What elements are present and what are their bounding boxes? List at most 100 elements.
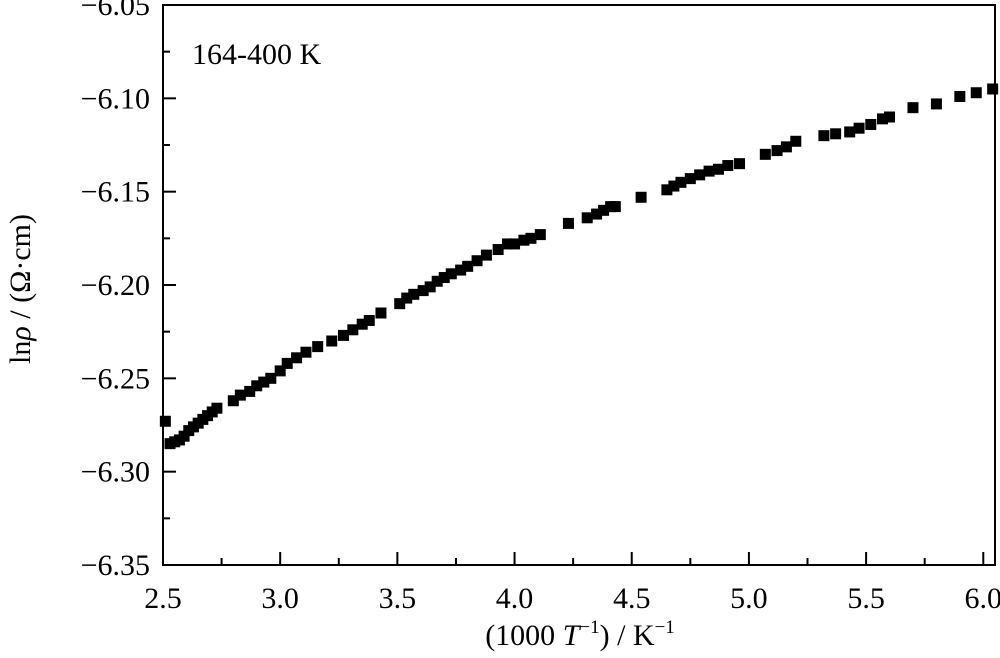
- data-point: [300, 346, 312, 358]
- data-point: [684, 173, 696, 185]
- x-tick-label: 3.5: [379, 582, 417, 615]
- data-point: [438, 272, 450, 284]
- data-point: [534, 229, 546, 241]
- x-axis-title-unit: ) / K: [600, 619, 655, 652]
- data-point: [712, 163, 724, 175]
- x-tick-label: 5.0: [730, 582, 768, 615]
- data-point: [865, 118, 877, 130]
- data-point: [394, 298, 406, 310]
- data-point: [211, 402, 223, 414]
- data-point: [771, 145, 783, 157]
- data-point: [598, 204, 610, 216]
- data-point: [401, 292, 413, 304]
- data-point: [853, 122, 865, 134]
- data-point: [525, 232, 537, 244]
- data-point: [159, 415, 171, 427]
- data-point: [480, 249, 492, 261]
- data-point: [987, 83, 999, 95]
- data-point: [227, 395, 239, 407]
- y-tick-label: −6.25: [81, 362, 150, 395]
- x-axis-title-variable-exponent: −1: [579, 617, 599, 638]
- data-point: [635, 191, 647, 203]
- data-point: [591, 208, 603, 220]
- data-point: [258, 376, 270, 388]
- data-point: [178, 430, 190, 442]
- data-point: [445, 268, 457, 280]
- x-tick-label: 3.0: [261, 582, 299, 615]
- data-point: [375, 307, 387, 319]
- x-axis-title-prefix: (1000: [485, 619, 563, 652]
- data-point: [291, 352, 303, 364]
- data-point: [424, 281, 436, 293]
- data-point: [668, 180, 680, 192]
- range-annotation: 164-400 K: [192, 38, 321, 71]
- data-point: [780, 141, 792, 153]
- data-point: [281, 357, 293, 369]
- data-points: [159, 83, 999, 450]
- data-point: [562, 217, 574, 229]
- data-point: [609, 201, 621, 213]
- data-point: [877, 113, 889, 125]
- data-point: [818, 130, 830, 142]
- data-point: [471, 255, 483, 267]
- data-point: [675, 176, 687, 188]
- axis-ticks: [162, 4, 985, 566]
- data-point: [970, 87, 982, 99]
- y-axis-title-variable: ρ: [4, 326, 37, 341]
- x-tick-label: 6.0: [965, 582, 1000, 615]
- data-point: [884, 111, 896, 123]
- data-point: [930, 98, 942, 110]
- data-point: [244, 385, 256, 397]
- data-point: [509, 238, 521, 250]
- tick-labels: 2.5 3.0 3.5 4.0 4.5 5.0 5.5 6.0 −6.35 −6.30 −6.25 −…: [81, 0, 1000, 615]
- data-point: [759, 148, 771, 160]
- x-tick-label: 4.5: [613, 582, 651, 615]
- data-point: [363, 314, 375, 326]
- data-point: [326, 335, 338, 347]
- data-point: [251, 380, 263, 392]
- data-point: [694, 169, 706, 181]
- x-tick-label: 4.0: [496, 582, 534, 615]
- data-point: [462, 260, 474, 272]
- data-point: [734, 158, 746, 170]
- data-point: [502, 238, 514, 250]
- data-point: [431, 275, 443, 287]
- plot-frame: [162, 4, 996, 566]
- y-axis-title: lnρ / (Ω·cm): [4, 214, 37, 364]
- data-point: [455, 264, 467, 276]
- data-point: [234, 389, 246, 401]
- data-point: [265, 372, 277, 384]
- data-point: [830, 128, 842, 140]
- data-point: [492, 244, 504, 256]
- data-point: [703, 165, 715, 177]
- data-point: [907, 102, 919, 114]
- y-tick-label: −6.05: [81, 0, 150, 22]
- y-tick-label: −6.35: [81, 549, 150, 582]
- data-point: [408, 288, 420, 300]
- data-point: [954, 90, 966, 102]
- y-tick-label: −6.20: [81, 269, 150, 302]
- data-point: [661, 184, 673, 196]
- data-point: [844, 126, 856, 138]
- x-tick-label: 5.5: [847, 582, 885, 615]
- data-point: [356, 318, 368, 330]
- y-axis-title-unit: / (Ω·cm): [4, 214, 37, 326]
- x-tick-label: 2.5: [144, 582, 182, 615]
- data-point: [274, 365, 286, 377]
- data-point: [337, 329, 349, 341]
- y-tick-label: −6.30: [81, 456, 150, 489]
- data-point: [518, 234, 530, 246]
- x-axis-title-unit-exponent: −1: [655, 617, 675, 638]
- data-point: [722, 160, 734, 172]
- data-point: [312, 341, 324, 353]
- x-axis-title-variable: T: [563, 619, 582, 652]
- data-point: [790, 135, 802, 147]
- x-axis-title: (1000 T−1) / K−1: [485, 617, 675, 652]
- y-tick-label: −6.15: [81, 176, 150, 209]
- data-point: [417, 285, 429, 297]
- data-point: [347, 324, 359, 336]
- y-tick-label: −6.10: [81, 82, 150, 115]
- y-axis-title-prefix: ln: [4, 341, 37, 364]
